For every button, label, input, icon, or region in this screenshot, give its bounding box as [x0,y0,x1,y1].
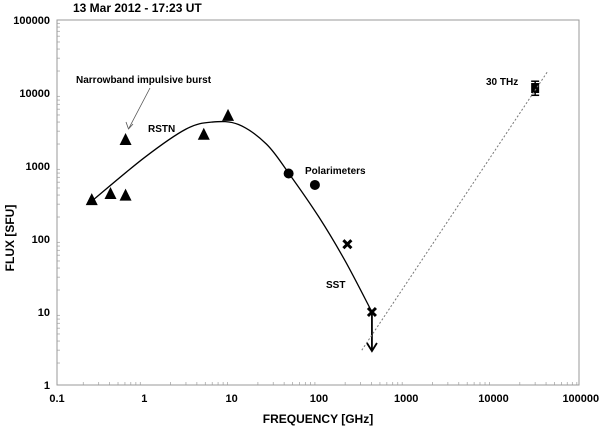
plot-content [85,70,549,353]
y-axis-label: FLUX [SFU] [3,205,17,272]
triangle-marker-icon [197,127,210,140]
x-tick-label: 0.1 [49,393,64,405]
x-tick-label: 100000 [562,393,599,405]
triangle-marker-icon [119,133,132,146]
power-law-line [361,70,549,351]
x-tick-label: 100 [310,393,328,405]
annotation-narrowband: Narrowband impulsive burst [76,75,212,86]
x-tick-label: 10 [225,393,237,405]
y-axis: 1 10 100 1000 10000 100000 [13,15,60,392]
annotation-30thz: 30 THz [486,77,518,88]
triangle-marker-icon [119,188,132,201]
x-axis-label: FREQUENCY [GHz] [263,412,373,426]
triangle-marker-icon [222,108,235,121]
plot-area [56,19,580,386]
x-axis: 0.1 1 10 100 1000 10000 100000 [49,382,599,405]
x-tick-label: 1000 [394,393,418,405]
x-marker-icon [342,239,353,250]
annotation-arrow [128,87,151,129]
annotation-rstn: RSTN [148,124,175,135]
chart-title: 13 Mar 2012 - 17:23 UT [73,1,202,15]
y-tick-label: 1000 [26,161,50,173]
arrow-head-icon [125,121,134,130]
triangle-marker-icon [85,193,98,206]
annotation-polarimeters: Polarimeters [305,166,366,177]
x-tick-label: 10000 [478,393,509,405]
fit-curve [91,120,373,313]
y-tick-label: 100000 [13,15,50,27]
square-marker-icon [531,83,540,94]
y-tick-label: 10 [38,307,50,319]
y-tick-label: 100 [32,234,50,246]
arrow-down-icon [366,342,378,353]
circle-marker-icon [309,179,320,190]
y-tick-label: 10000 [19,88,50,100]
annotation-sst: SST [326,280,345,291]
triangle-marker-icon [104,187,117,200]
x-tick-label: 1 [141,393,147,405]
y-tick-label: 1 [44,380,50,392]
